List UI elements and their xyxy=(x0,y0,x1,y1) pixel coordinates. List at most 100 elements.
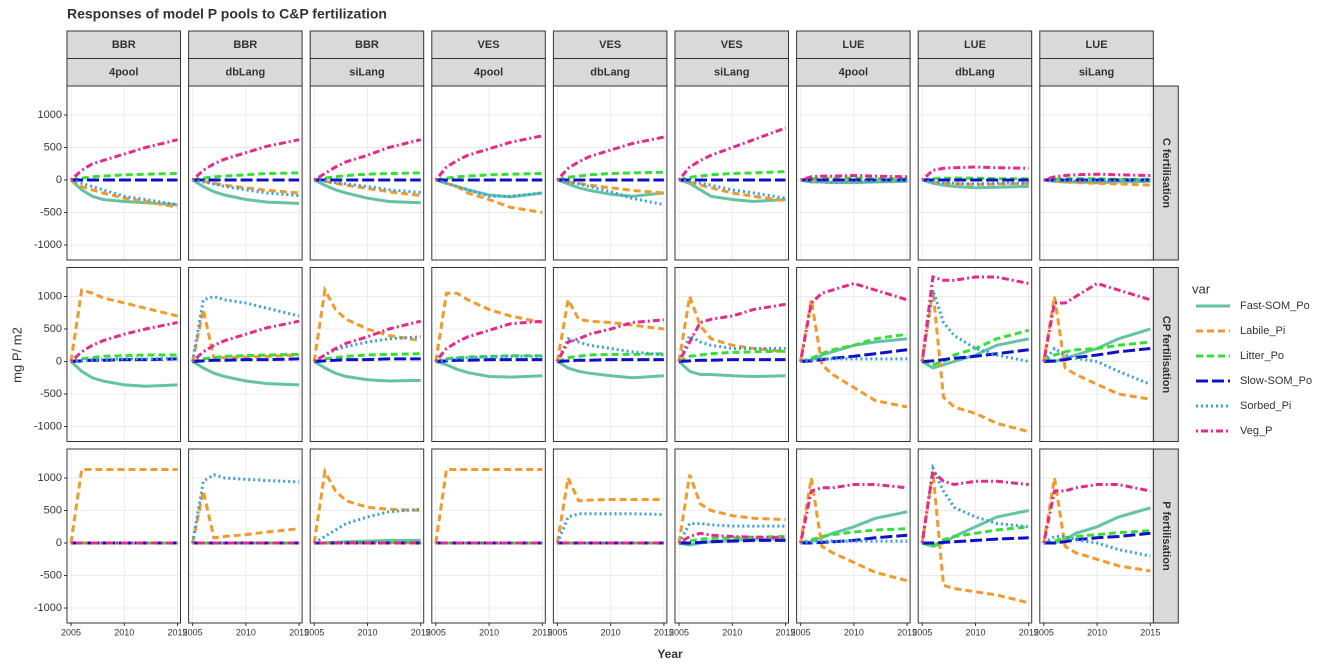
y-tick-label: 500 xyxy=(44,323,62,335)
x-tick-label: 2015 xyxy=(1140,627,1160,637)
legend-label: Litter_Po xyxy=(1240,350,1284,362)
y-tick-label: 0 xyxy=(56,537,62,549)
strip-label: 4pool xyxy=(474,66,503,78)
series-line xyxy=(677,302,786,363)
y-axis-label: mg P/ m2 xyxy=(9,327,24,383)
series-line xyxy=(920,471,1030,605)
panel-background xyxy=(918,86,1032,260)
x-tick-label: 2005 xyxy=(426,627,446,637)
panel-border xyxy=(796,85,911,261)
strip xyxy=(431,58,546,87)
panel-background xyxy=(675,267,789,442)
strip xyxy=(796,58,911,87)
series-line xyxy=(921,178,1029,186)
x-tick-label: 2010 xyxy=(965,627,985,637)
series-line xyxy=(677,522,786,544)
panel-background xyxy=(67,449,181,623)
series-line xyxy=(922,536,1029,545)
strip-label: siLang xyxy=(349,66,384,78)
legend-label: Veg_P xyxy=(1240,425,1272,437)
panel-background xyxy=(310,449,424,623)
series-line xyxy=(677,333,786,363)
series-line xyxy=(557,358,664,363)
series-line xyxy=(1043,178,1151,183)
series-line xyxy=(800,178,908,185)
series-line xyxy=(557,178,665,207)
strip-label: VES xyxy=(478,39,500,51)
series-line xyxy=(556,352,664,363)
series-line xyxy=(556,178,665,198)
strip-label: VES xyxy=(599,39,621,51)
x-tick-label: 2005 xyxy=(912,627,932,637)
series-line xyxy=(678,178,786,200)
series-line xyxy=(434,468,543,544)
x-tick-label: 2005 xyxy=(791,627,811,637)
x-tick-label: 2010 xyxy=(357,627,377,637)
strip-label: dbLang xyxy=(590,66,630,78)
series-line xyxy=(313,360,421,383)
legend-label: Sorbed_Pi xyxy=(1240,400,1291,412)
strip-label: dbLang xyxy=(955,66,995,78)
series-line xyxy=(191,138,300,182)
x-tick-label: 2005 xyxy=(1034,627,1054,637)
series-line xyxy=(70,178,178,209)
series-line xyxy=(556,318,665,363)
panel-background xyxy=(796,267,911,442)
panel-background xyxy=(431,449,546,623)
series-line xyxy=(435,354,543,363)
series-line xyxy=(677,290,786,362)
strip xyxy=(917,58,1033,87)
series-line xyxy=(921,337,1029,370)
series-line xyxy=(69,138,178,182)
series-line xyxy=(192,178,300,198)
y-tick-label: 1000 xyxy=(38,290,62,302)
x-tick-label: 2010 xyxy=(722,627,742,637)
strip xyxy=(66,58,181,87)
x-tick-label: 2010 xyxy=(844,627,864,637)
panel-border xyxy=(917,267,1033,442)
x-tick-label: 2015 xyxy=(654,627,674,637)
panel-border xyxy=(309,267,425,442)
series-line xyxy=(677,360,786,379)
strip xyxy=(674,30,789,59)
series-line xyxy=(313,335,421,363)
x-tick-label: 2015 xyxy=(897,627,917,637)
panel-border xyxy=(66,85,181,261)
y-tick-label: -500 xyxy=(40,569,62,581)
strip-label: VES xyxy=(721,39,743,51)
series-line xyxy=(192,357,300,363)
panel-border xyxy=(1039,267,1154,442)
strip xyxy=(66,30,181,59)
series-line xyxy=(920,462,1029,544)
panel-border xyxy=(431,448,546,624)
panel-border xyxy=(552,85,668,261)
strip xyxy=(1152,85,1179,261)
panel-border xyxy=(431,85,546,261)
series-line xyxy=(800,357,908,363)
strip-label: LUE xyxy=(842,39,864,51)
series-line xyxy=(555,295,665,362)
panel-border xyxy=(66,448,181,624)
strip-label: BBR xyxy=(355,39,379,51)
strip xyxy=(188,58,303,87)
strip-label: siLang xyxy=(1079,66,1114,78)
series-line xyxy=(191,178,300,205)
panel-border xyxy=(674,267,789,442)
y-tick-label: -500 xyxy=(40,206,62,218)
series-line xyxy=(556,135,665,182)
series-line xyxy=(435,360,543,379)
panel-border xyxy=(431,267,546,442)
panel-border xyxy=(1039,85,1154,261)
chart-title: Responses of model P pools to C&P fertil… xyxy=(67,6,387,22)
y-tick-label: 0 xyxy=(56,174,62,186)
panel-background xyxy=(553,449,667,623)
series-line xyxy=(312,466,421,544)
x-tick-label: 2015 xyxy=(532,627,552,637)
series-line xyxy=(191,319,300,363)
series-line xyxy=(69,321,178,363)
x-tick-label: 2010 xyxy=(236,627,256,637)
series-line xyxy=(191,473,300,544)
series-line xyxy=(312,285,421,362)
series-line xyxy=(920,289,1029,363)
x-tick-label: 2010 xyxy=(479,627,499,637)
